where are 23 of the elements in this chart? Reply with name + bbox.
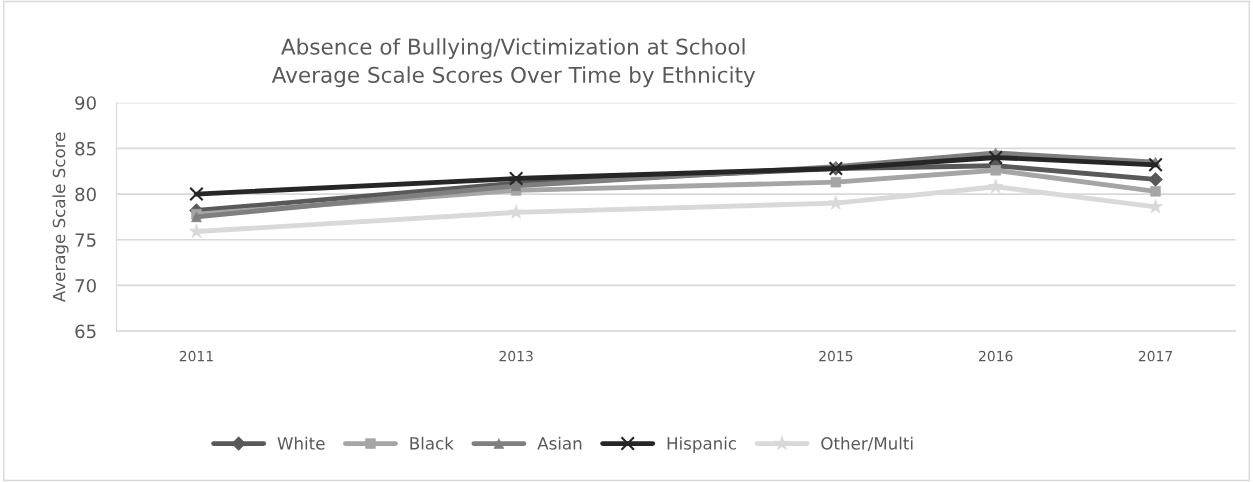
y-axis-title: Average Scale Score [52,132,69,303]
y-tick-label: 90 [75,96,96,110]
point [988,150,1003,165]
legend-label: Other/Multi [821,436,913,451]
legend-label: Asian [537,436,582,450]
y-tick-label: 65 [75,324,96,339]
legend-label: Black [410,436,454,450]
x-tick-label: 2013 [499,350,533,362]
point [508,171,524,186]
point [1148,157,1163,173]
x-tick-label: 2017 [1138,350,1173,362]
y-tick-label: 75 [75,233,96,247]
x-tick-label: 2015 [819,350,853,362]
point [189,186,204,202]
y-tick-label: 85 [75,141,96,156]
chart-title: Absence of Bullying/Victimization at School Average Scale Scores Over Time by Ethnicity [271,38,756,88]
point [830,176,842,188]
y-tick-label: 70 [75,278,96,293]
x-tick-label: 2016 [979,350,1013,362]
y-tick-label: 80 [75,187,96,202]
legend-label: Hispanic [667,436,736,453]
x-tick-label: 2011 [179,350,213,362]
legend-label: White [277,436,325,450]
